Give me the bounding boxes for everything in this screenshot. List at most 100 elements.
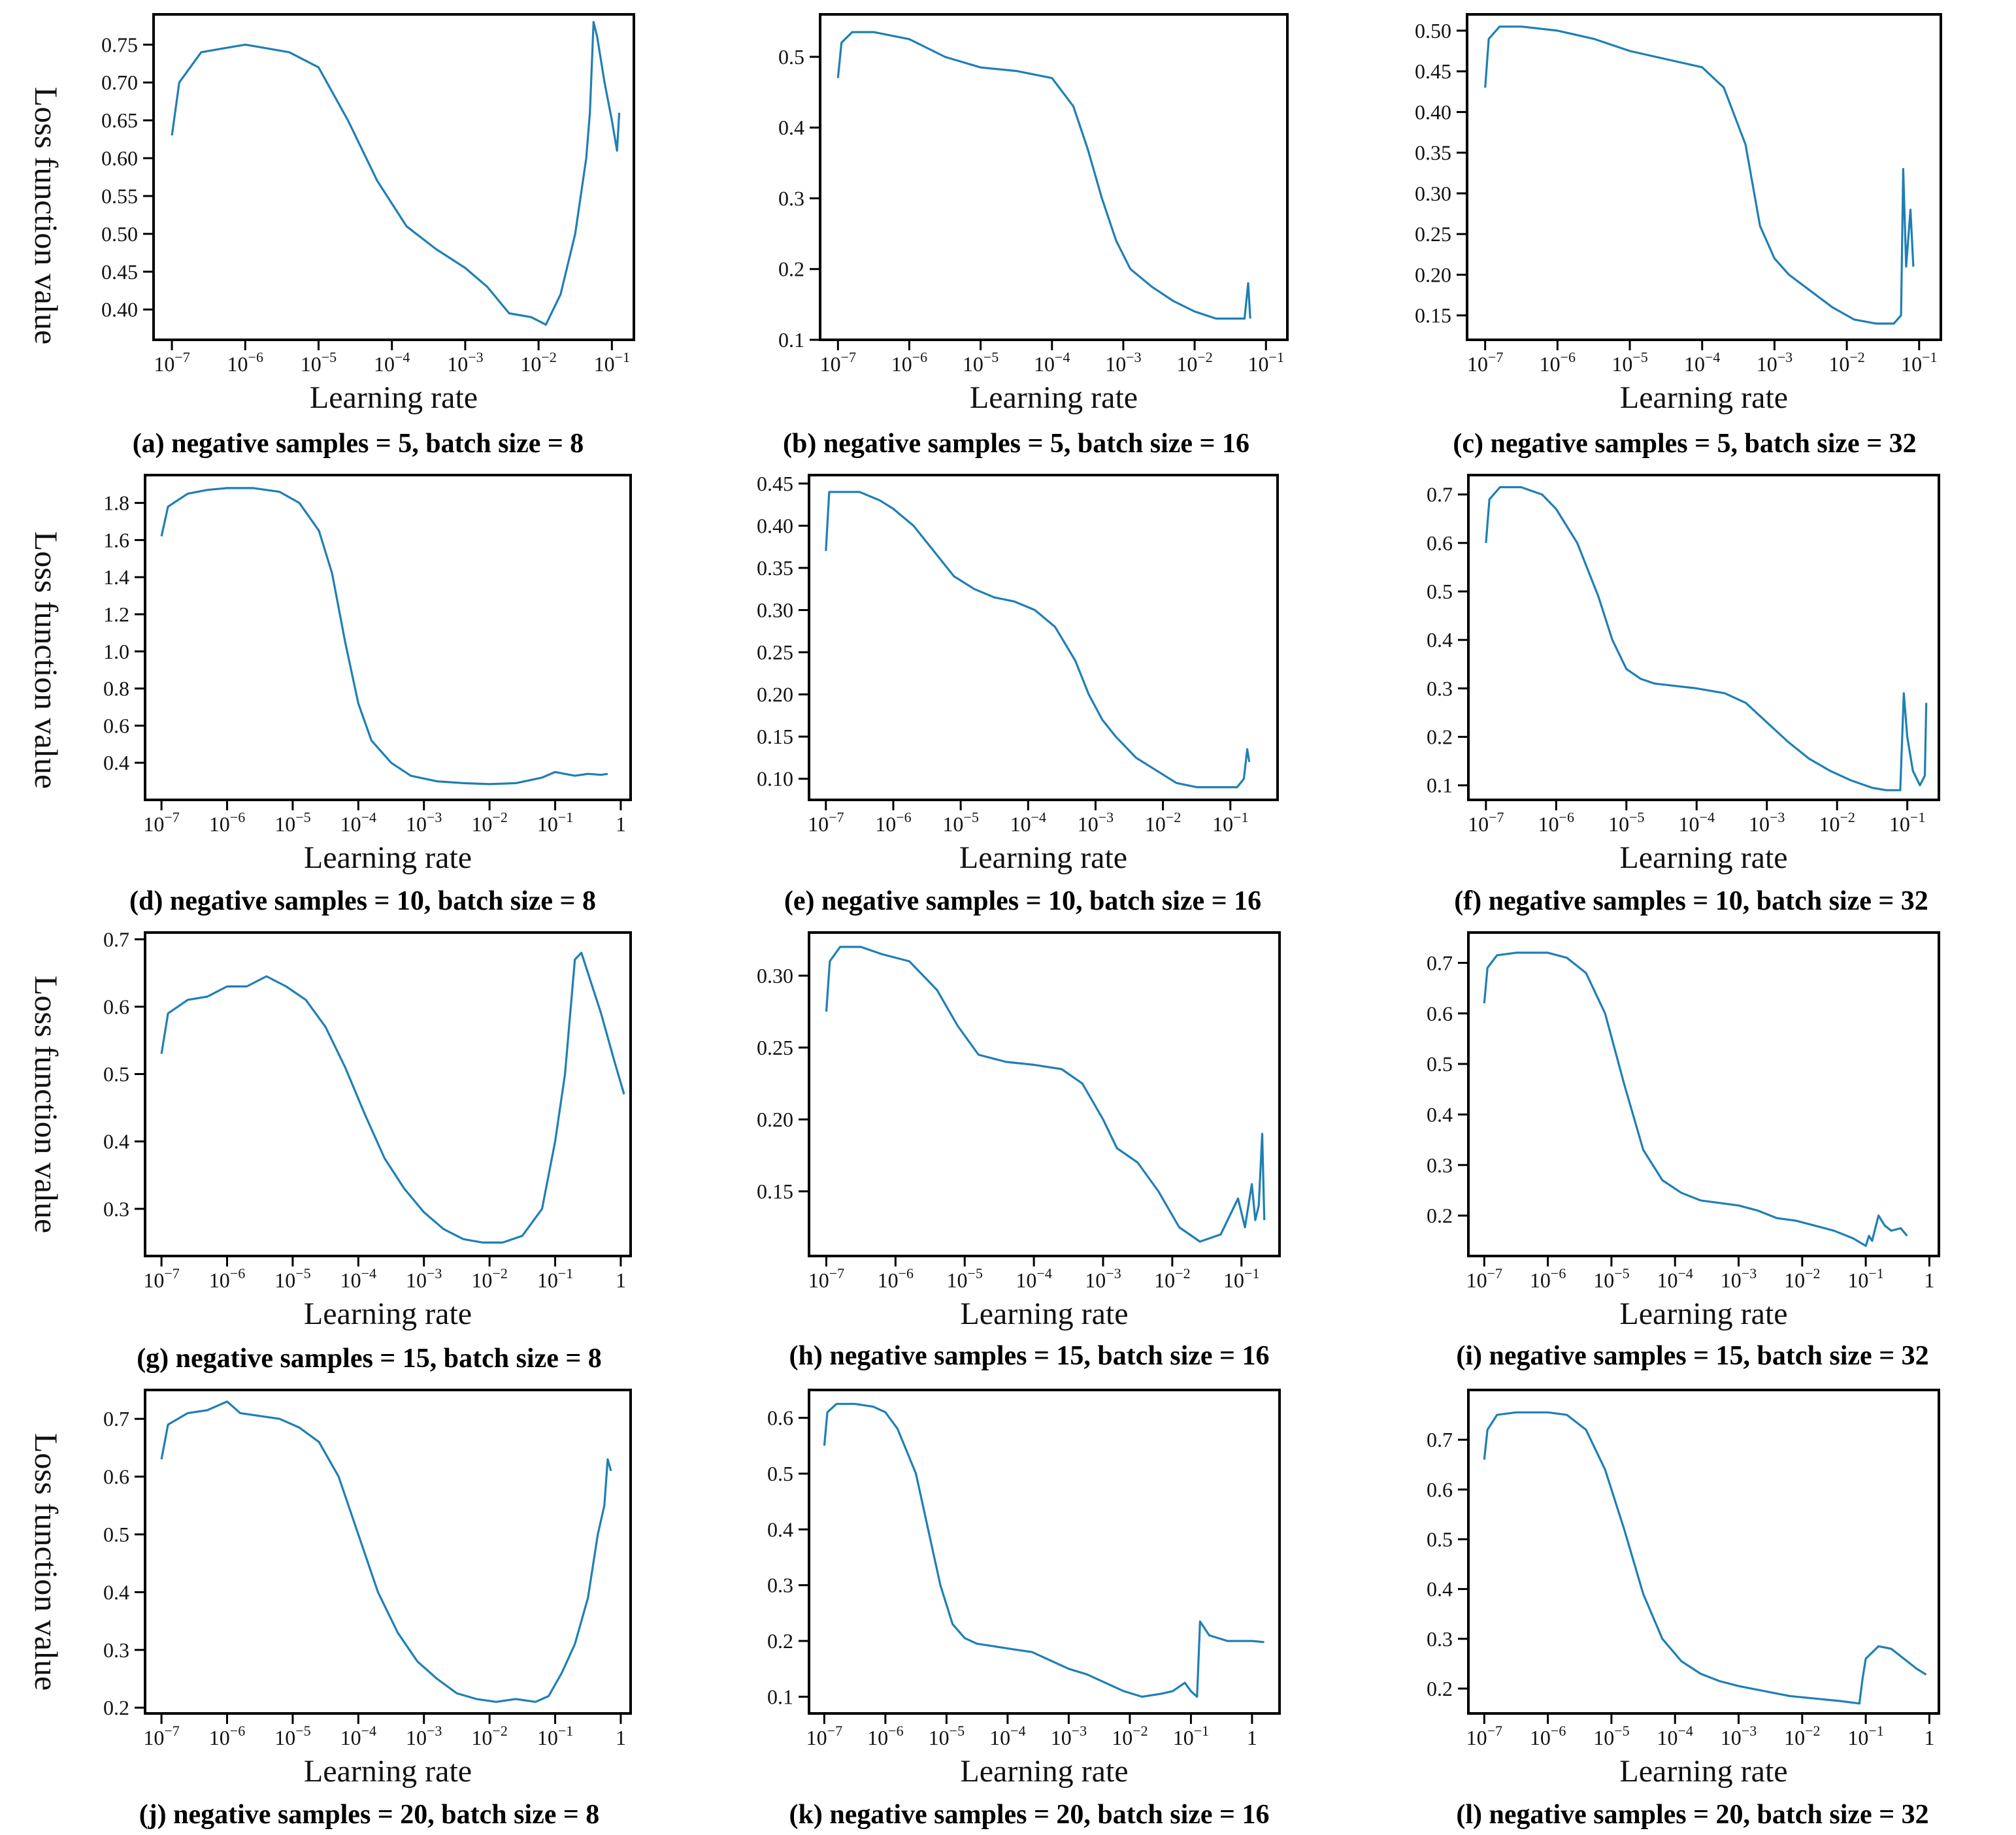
x-tick-label: 10−7 bbox=[143, 1265, 179, 1292]
x-tick-label: 10−6 bbox=[891, 349, 927, 376]
y-tick-label: 0.50 bbox=[101, 222, 138, 246]
x-tick-label: 10−3 bbox=[1721, 1265, 1757, 1292]
x-tick-label: 10−7 bbox=[1466, 1265, 1502, 1292]
y-tick-label: 0.25 bbox=[757, 640, 793, 664]
y-tick-label: 0.5 bbox=[778, 45, 804, 69]
y-tick-label: 0.1 bbox=[767, 1685, 793, 1708]
x-tick-label: 10−1 bbox=[1901, 349, 1937, 376]
loss-series-line bbox=[1483, 951, 1908, 1248]
panel-caption: (g) negative samples = 15, batch size = … bbox=[137, 1344, 602, 1374]
plot-frame bbox=[1466, 13, 1942, 341]
loss-series-line bbox=[823, 1402, 1264, 1698]
y-axis-label-row-3: Loss function value bbox=[28, 976, 65, 1233]
y-tick-label: 0.55 bbox=[101, 184, 138, 208]
x-axis-label: Learning rate bbox=[960, 1754, 1128, 1789]
x-tick-label: 10−2 bbox=[1828, 349, 1864, 376]
x-tick-label: 10−1 bbox=[537, 1265, 573, 1292]
x-tick-label: 10−5 bbox=[274, 1265, 310, 1292]
panel-caption: (e) negative samples = 10, batch size = … bbox=[784, 886, 1261, 916]
loss-series-line bbox=[836, 31, 1251, 320]
y-tick-label: 0.6 bbox=[1427, 1002, 1453, 1025]
y-tick-label: 0.25 bbox=[757, 1036, 793, 1059]
y-tick-label: 0.3 bbox=[1427, 676, 1453, 700]
x-tick-label: 10−3 bbox=[1105, 349, 1141, 376]
loss-series-line bbox=[160, 951, 625, 1244]
chart-panel-l: 10−7 10−6 10−5 10−4 10−3 10−2 10−1 1 0.2 0.3 0.4 0.… bbox=[1427, 1389, 1940, 1830]
plot-frame bbox=[808, 1389, 1281, 1715]
y-tick-label: 0.5 bbox=[103, 1523, 129, 1546]
x-tick-label: 10−6 bbox=[867, 1723, 903, 1749]
y-tick-label: 0.1 bbox=[1427, 774, 1453, 797]
y-tick-label: 0.15 bbox=[1415, 304, 1451, 327]
x-tick-label: 10−4 bbox=[340, 1265, 376, 1292]
x-tick-label: 10−2 bbox=[471, 809, 507, 836]
chart-panel-a: 10−7 10−6 10−5 10−4 10−3 10−2 10−1 0.40 0.45 0.50… bbox=[101, 13, 635, 459]
x-axis-label: Learning rate bbox=[310, 380, 478, 415]
x-tick-label: 10−4 bbox=[1684, 349, 1720, 376]
loss-series-line bbox=[825, 491, 1251, 789]
x-tick-label: 10−2 bbox=[1819, 809, 1855, 836]
y-tick-label: 0.4 bbox=[1427, 1102, 1453, 1126]
y-tick-label: 0.3 bbox=[103, 1638, 129, 1662]
y-tick-label: 0.3 bbox=[1427, 1153, 1453, 1177]
y-tick-label: 0.3 bbox=[767, 1574, 793, 1597]
x-tick-label: 10−1 bbox=[1889, 809, 1925, 836]
plot-frame bbox=[1467, 1389, 1940, 1715]
y-tick-label: 0.7 bbox=[103, 927, 129, 951]
x-axis-label: Learning rate bbox=[1619, 840, 1787, 875]
y-tick-label: 0.6 bbox=[103, 995, 129, 1018]
x-tick-label: 10−6 bbox=[209, 809, 245, 836]
y-tick-label: 0.6 bbox=[767, 1406, 793, 1430]
y-tick-label: 0.6 bbox=[103, 714, 129, 737]
x-tick-label: 1 bbox=[1924, 1726, 1934, 1749]
x-tick-label: 10−2 bbox=[471, 1723, 507, 1749]
y-tick-label: 0.70 bbox=[101, 71, 138, 94]
y-tick-label: 0.45 bbox=[757, 472, 793, 495]
plot-frame bbox=[808, 474, 1279, 801]
y-tick-label: 1.8 bbox=[103, 491, 129, 515]
y-tick-label: 0.45 bbox=[1415, 59, 1451, 83]
x-tick-label: 10−1 bbox=[537, 809, 573, 836]
x-axis-label: Learning rate bbox=[304, 840, 472, 875]
x-axis-label: Learning rate bbox=[304, 1754, 472, 1789]
panel-caption: (k) negative samples = 20, batch size = … bbox=[789, 1800, 1270, 1830]
plot-frame bbox=[1467, 931, 1940, 1257]
y-tick-label: 0.30 bbox=[1415, 182, 1451, 205]
x-tick-label: 10−6 bbox=[209, 1723, 245, 1749]
x-tick-label: 10−4 bbox=[1657, 1723, 1693, 1749]
loss-series-line bbox=[160, 1400, 612, 1703]
x-tick-label: 10−6 bbox=[1530, 1723, 1566, 1749]
y-tick-label: 0.2 bbox=[103, 1696, 129, 1719]
x-tick-label: 10−7 bbox=[1466, 1723, 1502, 1749]
x-tick-label: 10−5 bbox=[947, 1265, 983, 1292]
x-tick-label: 10−1 bbox=[594, 349, 630, 376]
x-tick-label: 10−7 bbox=[820, 349, 856, 376]
x-tick-label: 10−4 bbox=[989, 1723, 1025, 1749]
x-tick-label: 10−1 bbox=[1212, 809, 1248, 836]
x-tick-label: 10−4 bbox=[1679, 809, 1715, 836]
x-tick-label: 10−7 bbox=[143, 809, 179, 836]
x-axis-label: Learning rate bbox=[304, 1297, 472, 1331]
x-tick-label: 10−2 bbox=[1176, 349, 1212, 376]
chart-panel-h: 10−7 10−6 10−5 10−4 10−3 10−2 10−1 0.15 0.20 0.25… bbox=[757, 931, 1281, 1371]
x-tick-label: 10−4 bbox=[1016, 1265, 1051, 1292]
x-tick-label: 10−5 bbox=[1593, 1265, 1629, 1292]
y-tick-label: 0.8 bbox=[103, 677, 129, 701]
y-tick-label: 0.6 bbox=[1427, 1478, 1453, 1501]
y-tick-label: 0.4 bbox=[103, 751, 129, 774]
y-tick-label: 0.15 bbox=[757, 1180, 793, 1203]
x-tick-label: 10−5 bbox=[1608, 809, 1644, 836]
x-tick-label: 10−3 bbox=[1721, 1723, 1757, 1749]
x-tick-label: 1 bbox=[1247, 1726, 1257, 1749]
y-tick-label: 0.7 bbox=[1427, 483, 1453, 506]
y-tick-label: 0.7 bbox=[1427, 951, 1453, 974]
panel-caption: (h) negative samples = 15, batch size = … bbox=[789, 1341, 1270, 1371]
x-tick-label: 10−3 bbox=[1051, 1723, 1087, 1749]
x-tick-label: 10−7 bbox=[808, 809, 844, 836]
x-tick-label: 10−5 bbox=[301, 349, 337, 376]
y-tick-label: 0.50 bbox=[1415, 19, 1451, 42]
y-tick-label: 0.60 bbox=[101, 146, 138, 170]
plot-frame bbox=[152, 13, 635, 341]
x-axis-label: Learning rate bbox=[970, 380, 1138, 415]
